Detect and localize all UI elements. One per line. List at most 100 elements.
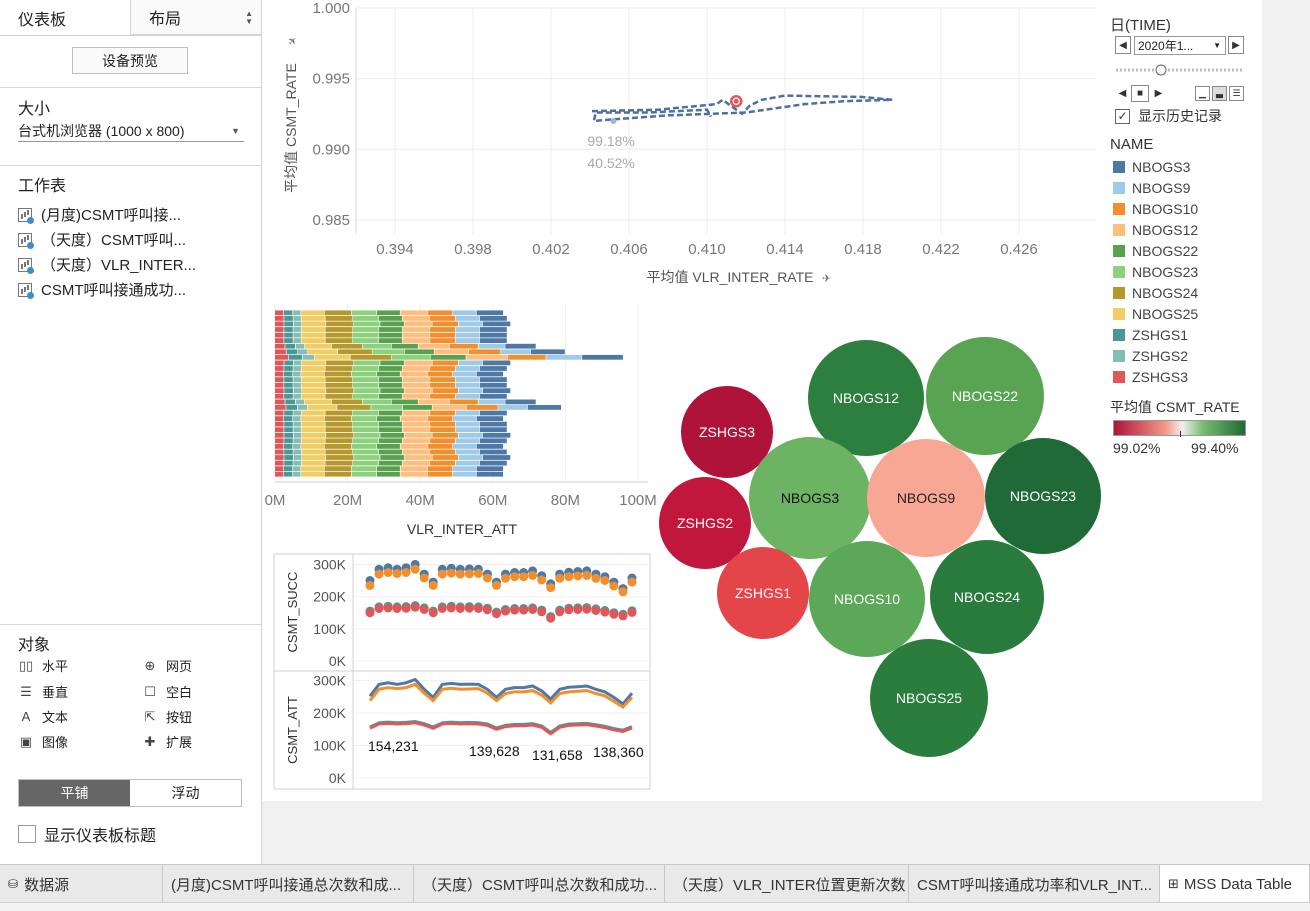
bar-segment-zshgs2[interactable] — [293, 327, 301, 332]
bar-segment-zshgs2[interactable] — [293, 310, 301, 316]
succ-point-zshgs3[interactable] — [627, 607, 637, 617]
bar-segment-nbogs9[interactable] — [453, 416, 476, 421]
bar-segment-nbogs25[interactable] — [301, 471, 324, 477]
bar-segment-nbogs22[interactable] — [378, 460, 402, 466]
bar-segment-nbogs3[interactable] — [479, 421, 507, 427]
bar-segment-nbogs3[interactable] — [479, 427, 507, 433]
bar-segment-nbogs9[interactable] — [455, 410, 480, 416]
csmt-succ-chart[interactable]: 300K 200K 100K 0K CSMT_SUCC — [273, 553, 651, 789]
bar-segment-zshgs1[interactable] — [284, 332, 293, 338]
bar-segment-nbogs9[interactable] — [498, 405, 528, 410]
bar-segment-nbogs10[interactable] — [430, 316, 456, 321]
bar-segment-zshgs3[interactable] — [275, 421, 284, 427]
succ-point-zshgs3[interactable] — [573, 605, 583, 614]
bar-segment-nbogs24[interactable] — [326, 321, 354, 327]
bar-segment-nbogs23[interactable] — [362, 399, 391, 405]
bar-segment-nbogs12[interactable] — [404, 321, 432, 327]
bar-segment-nbogs3[interactable] — [479, 366, 507, 371]
bar-segment-nbogs3[interactable] — [479, 393, 507, 399]
bar-segment-zshgs3[interactable] — [275, 338, 284, 343]
bar-segment-nbogs3[interactable] — [479, 327, 507, 332]
bubble-nbogs10[interactable] — [809, 541, 925, 657]
bar-segment-nbogs10[interactable] — [430, 382, 456, 388]
bar-segment-nbogs12[interactable] — [404, 388, 432, 394]
succ-point-nbogs10[interactable] — [510, 572, 520, 582]
succ-point-zshgs3[interactable] — [600, 607, 610, 617]
succ-point-zshgs3[interactable] — [537, 607, 547, 617]
bar-segment-nbogs9[interactable] — [455, 382, 480, 388]
sheet-item[interactable]: CSMT呼叫接通成功... — [18, 279, 186, 300]
bar-segment-nbogs24[interactable] — [325, 460, 353, 466]
bubble-zshgs2[interactable] — [659, 477, 751, 569]
bar-segment-nbogs10[interactable] — [427, 444, 453, 449]
bar-segment-nbogs23[interactable] — [352, 327, 378, 332]
bar-segment-nbogs24[interactable] — [337, 405, 371, 410]
bar-segment-nbogs10[interactable] — [430, 421, 456, 427]
bar-segment-nbogs3[interactable] — [479, 382, 507, 388]
bar-segment-zshgs2[interactable] — [293, 332, 301, 338]
bar-segment-nbogs10[interactable] — [430, 410, 456, 416]
bar-segment-zshgs3[interactable] — [275, 449, 284, 455]
vlr-inter-att-bar-chart[interactable]: 0M 20M 40M 60M 80M 100M VLR_INTER_ATT — [265, 303, 657, 537]
speed-medium-button[interactable]: ▃ — [1212, 86, 1227, 101]
bar-segment-zshgs3[interactable] — [275, 444, 284, 449]
bar-segment-zshgs1[interactable] — [286, 405, 297, 410]
speed-fast-button[interactable]: ☰ — [1229, 86, 1244, 101]
bar-segment-zshgs3[interactable] — [275, 332, 284, 338]
bar-segment-zshgs1[interactable] — [284, 410, 293, 416]
succ-point-nbogs10[interactable] — [482, 573, 492, 583]
bar-segment-nbogs9[interactable] — [453, 466, 476, 472]
bar-segment-nbogs22[interactable] — [377, 310, 400, 316]
bar-segment-nbogs3[interactable] — [476, 471, 504, 477]
bar-segment-nbogs23[interactable] — [352, 332, 378, 338]
bar-segment-nbogs22[interactable] — [378, 332, 402, 338]
object-webpage[interactable]: ⊕ 网页 — [142, 656, 192, 675]
bar-segment-nbogs24[interactable] — [331, 399, 363, 405]
succ-point-zshgs3[interactable] — [455, 604, 465, 613]
bar-segment-nbogs10[interactable] — [427, 310, 453, 316]
bar-segment-nbogs9[interactable] — [453, 371, 476, 377]
show-history-toggle[interactable]: ✓ 显示历史记录 — [1115, 106, 1222, 126]
bar-segment-nbogs22[interactable] — [378, 316, 402, 321]
bar-segment-nbogs22[interactable] — [377, 416, 400, 421]
bar-segment-zshgs1[interactable] — [284, 360, 293, 366]
play-button[interactable]: ▶ — [1151, 86, 1166, 101]
page-slider[interactable] — [1114, 62, 1246, 82]
floating-button[interactable]: 浮动 — [130, 780, 241, 806]
bar-segment-zshgs2[interactable] — [293, 432, 302, 438]
bubble-nbogs9[interactable] — [867, 439, 985, 557]
bar-segment-nbogs3[interactable] — [476, 310, 504, 316]
legend-item-nbogs23[interactable]: NBOGS23 — [1113, 264, 1198, 280]
bubble-zshgs3[interactable] — [681, 386, 773, 478]
bar-segment-zshgs2[interactable] — [293, 410, 301, 416]
bar-segment-nbogs22[interactable] — [391, 343, 418, 349]
bar-segment-nbogs24[interactable] — [325, 421, 353, 427]
bar-segment-nbogs9[interactable] — [478, 399, 505, 405]
bar-segment-nbogs10[interactable] — [432, 432, 459, 438]
bar-segment-zshgs2[interactable] — [293, 427, 301, 433]
rate-history-chart[interactable]: 1.000 0.995 0.990 0.985 0.394 0.398 0.402 0.40… — [283, 0, 1097, 285]
bar-segment-nbogs10[interactable] — [427, 471, 453, 477]
legend-item-zshgs2[interactable]: ZSHGS2 — [1113, 348, 1188, 364]
succ-point-zshgs3[interactable] — [374, 604, 384, 613]
bar-segment-nbogs22[interactable] — [377, 466, 400, 472]
bar-segment-nbogs24[interactable] — [326, 360, 354, 366]
bar-segment-zshgs2[interactable] — [293, 444, 301, 449]
bar-segment-zshgs3[interactable] — [275, 393, 284, 399]
succ-point-nbogs10[interactable] — [392, 569, 402, 578]
bar-segment-nbogs25[interactable] — [301, 366, 325, 371]
bar-segment-nbogs12[interactable] — [432, 405, 466, 410]
succ-point-nbogs10[interactable] — [555, 573, 565, 583]
bar-segment-nbogs25[interactable] — [301, 371, 324, 377]
show-title-checkbox[interactable] — [18, 825, 36, 843]
bar-segment-zshgs2[interactable] — [293, 377, 301, 382]
bar-segment-nbogs9[interactable] — [453, 471, 476, 477]
bar-segment-nbogs3[interactable] — [476, 444, 504, 449]
bar-segment-nbogs23[interactable] — [354, 321, 380, 327]
bar-segment-nbogs10[interactable] — [427, 416, 453, 421]
att-line-zshgs3[interactable] — [369, 721, 633, 736]
succ-point-nbogs10[interactable] — [528, 570, 538, 580]
bar-segment-nbogs25[interactable] — [301, 321, 326, 327]
bar-segment-nbogs9[interactable] — [455, 427, 480, 433]
bar-segment-zshgs1[interactable] — [284, 416, 293, 421]
